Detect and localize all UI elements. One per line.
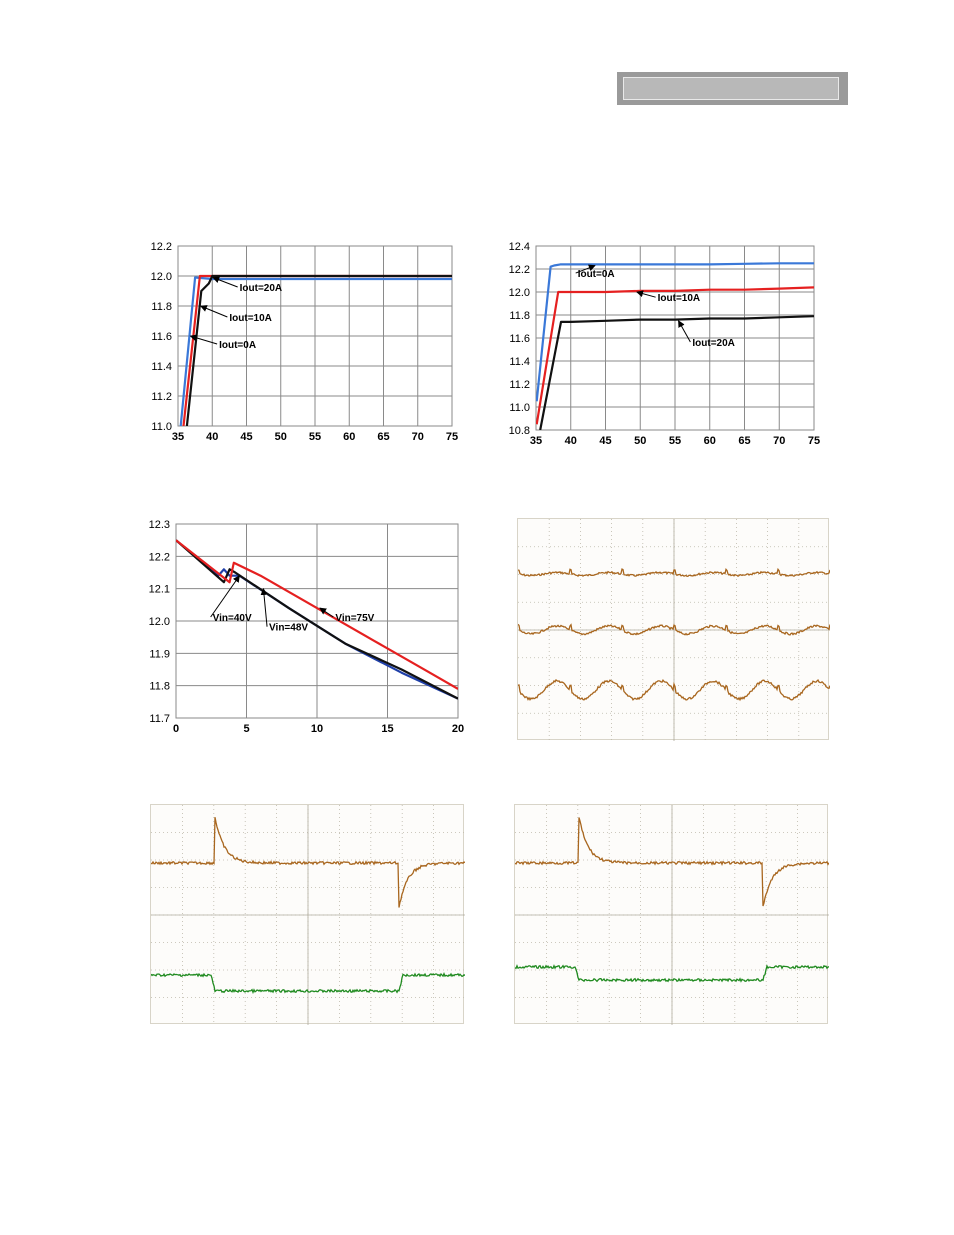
x-tick-label: 50 xyxy=(634,435,646,447)
header-bar-inner xyxy=(623,77,839,100)
y-tick-label: 11.6 xyxy=(151,331,172,343)
series-annotation: Vin=40V xyxy=(213,613,252,624)
annotation-arrow xyxy=(260,587,268,627)
x-tick-label: 60 xyxy=(343,431,355,443)
x-tick-label: 60 xyxy=(704,435,716,447)
transient-scope-capture-1 xyxy=(150,804,466,1025)
iout-step-trace xyxy=(150,972,466,995)
x-tick-label: 45 xyxy=(599,435,611,447)
y-tick-label: 12.2 xyxy=(509,264,530,276)
x-tick-label: 40 xyxy=(206,431,218,443)
header-bar xyxy=(617,72,848,105)
y-tick-label: 11.4 xyxy=(509,356,530,368)
y-tick-label: 11.0 xyxy=(151,421,172,433)
y-tick-label: 10.8 xyxy=(509,425,530,437)
x-tick-label: 65 xyxy=(738,435,750,447)
y-tick-label: 12.3 xyxy=(149,519,170,531)
x-tick-label: 55 xyxy=(669,435,681,447)
transient-scope-capture-2 xyxy=(514,804,830,1025)
ripple-scope-traces xyxy=(517,519,831,741)
y-tick-label: 12.1 xyxy=(149,584,170,596)
y-tick-label: 12.2 xyxy=(149,551,170,563)
y-tick-label: 11.9 xyxy=(149,648,170,660)
x-tick-label: 35 xyxy=(172,431,184,443)
x-tick-label: 5 xyxy=(243,723,249,735)
series-annotation: Iout=20A xyxy=(692,338,735,349)
chart-output-voltage-vs-input-1: 35 40 45 50 55 60 65 70 75 11.0 11.2 11.4 11.6 11.8 12… xyxy=(151,241,459,443)
y-tick-label: 11.6 xyxy=(509,333,530,345)
y-tick-label: 11.8 xyxy=(149,681,170,693)
x-tick-label: 70 xyxy=(773,435,785,447)
iout-step-trace xyxy=(514,964,830,983)
y-tick-label: 12.2 xyxy=(151,241,172,253)
series-line-2 xyxy=(185,274,452,426)
scope-grid xyxy=(151,805,465,1025)
series-line-2 xyxy=(539,315,814,430)
y-tick-label: 11.2 xyxy=(151,391,172,403)
series-line-0 xyxy=(179,276,452,426)
annotation-arrow xyxy=(212,276,238,288)
scope-grid xyxy=(515,805,829,1025)
y-tick-label: 11.7 xyxy=(149,713,170,725)
y-tick-label: 11.8 xyxy=(509,310,530,322)
x-tick-label: 40 xyxy=(565,435,577,447)
series-annotation: Iout=10A xyxy=(229,313,272,324)
transient-scope-traces-1 xyxy=(150,805,466,1025)
x-tick-label: 0 xyxy=(173,723,179,735)
x-tick-label: 15 xyxy=(381,723,393,735)
chart-output-voltage-vs-current: 0 5 10 15 20 11.7 11.8 11.9 12.0 12.1 12.2 12.3 Vin=… xyxy=(149,519,465,735)
series-annotation: Iout=10A xyxy=(658,293,701,304)
annotation-arrow xyxy=(678,320,691,343)
series-line-2 xyxy=(176,539,458,690)
scope-grid xyxy=(518,519,830,741)
annotation-arrow xyxy=(319,607,334,618)
ripple-trace-1 xyxy=(517,567,831,578)
series-annotation: Iout=20A xyxy=(240,283,283,294)
annotation-arrow xyxy=(636,290,656,298)
ripple-scope-capture xyxy=(517,518,831,741)
x-tick-label: 10 xyxy=(311,723,323,735)
x-tick-label: 70 xyxy=(412,431,424,443)
x-tick-label: 75 xyxy=(808,435,820,447)
annotation-arrow xyxy=(199,305,228,318)
y-tick-label: 12.0 xyxy=(151,271,172,283)
y-tick-label: 11.4 xyxy=(151,361,172,373)
x-tick-label: 20 xyxy=(452,723,464,735)
series-line-1 xyxy=(536,286,814,425)
y-tick-label: 12.4 xyxy=(509,241,530,253)
annotation-arrow xyxy=(189,334,218,345)
x-tick-label: 65 xyxy=(377,431,389,443)
series-line-0 xyxy=(536,262,814,402)
x-tick-label: 45 xyxy=(240,431,252,443)
y-tick-label: 11.8 xyxy=(151,301,172,313)
y-tick-label: 12.0 xyxy=(509,287,530,299)
y-tick-label: 11.0 xyxy=(509,402,530,414)
annotation-arrow xyxy=(210,575,240,618)
annotation-arrow xyxy=(575,264,596,274)
x-tick-label: 75 xyxy=(446,431,458,443)
series-annotation: Vin=48V xyxy=(269,623,308,634)
ripple-trace-2 xyxy=(517,623,831,636)
vout-transient-trace xyxy=(150,817,466,908)
x-tick-label: 35 xyxy=(530,435,542,447)
series-annotation: Iout=0A xyxy=(219,340,256,351)
y-tick-label: 12.0 xyxy=(149,616,170,628)
series-annotation: Iout=0A xyxy=(578,269,615,280)
ripple-trace-3 xyxy=(517,678,831,702)
transient-scope-traces-2 xyxy=(514,805,830,1025)
chart-output-voltage-vs-input-2: 35 40 45 50 55 60 65 70 75 10.8 11.0 11.2 11.4 11.6 11… xyxy=(509,241,821,447)
x-tick-label: 50 xyxy=(275,431,287,443)
y-tick-label: 11.2 xyxy=(509,379,530,391)
series-annotation: Vin=75V xyxy=(335,613,374,624)
vout-transient-trace xyxy=(514,817,830,907)
x-tick-label: 55 xyxy=(309,431,321,443)
